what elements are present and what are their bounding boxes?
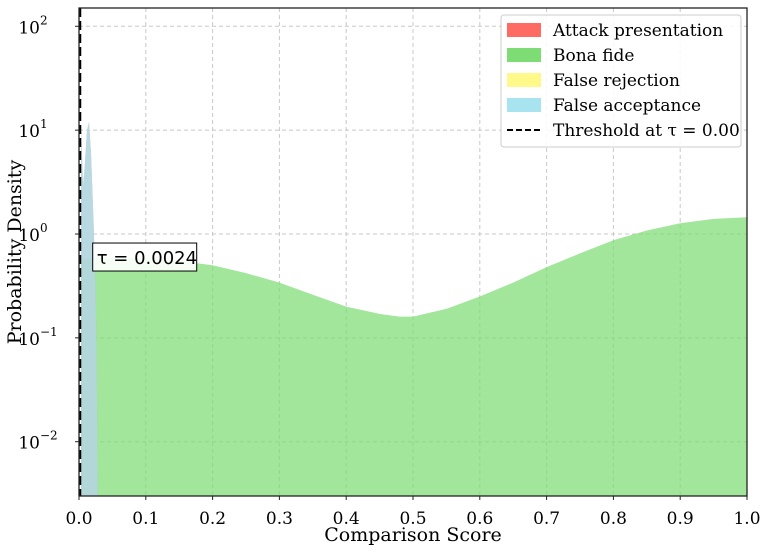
- x-tick-label: 0.6: [466, 509, 493, 529]
- tau-annotation: τ = 0.0024: [92, 242, 198, 272]
- x-tick-label: 0.3: [266, 509, 293, 529]
- legend-label: Attack presentation: [552, 21, 723, 41]
- y-tick-base: 10: [18, 226, 40, 246]
- y-tick-base: 10: [18, 434, 40, 454]
- legend-label: Bona fide: [553, 46, 635, 66]
- x-tick-label: 0.2: [199, 509, 226, 529]
- x-axis-title: Comparison Score: [324, 524, 502, 546]
- y-tick-base: 10: [18, 330, 40, 350]
- tau-annotation-text: τ = 0.0024: [97, 248, 197, 269]
- x-axis-ticks: 0.0 0.1 0.2 0.3 0.4 0.5 0.6 0.7 0.8 0.9 1.0: [65, 496, 761, 529]
- legend-swatch-attack: [507, 23, 541, 37]
- y-axis-title: Probability Density: [4, 159, 26, 344]
- y-tick-exponent: −2: [40, 429, 58, 443]
- legend-label: False acceptance: [553, 96, 701, 116]
- series-area-bona-fide: [79, 217, 747, 497]
- y-tick-exponent: 2: [40, 13, 48, 27]
- x-tick-label: 1.0: [733, 509, 760, 529]
- tau-annotation-box: [92, 242, 198, 272]
- y-tick-exponent: −1: [40, 325, 58, 339]
- legend: Attack presentation Bona fide False reject…: [500, 14, 742, 148]
- legend-label: Threshold at τ = 0.00: [553, 121, 740, 141]
- x-tick-label: 0.8: [600, 509, 627, 529]
- y-tick-exponent: 1: [40, 117, 48, 131]
- legend-swatch-false-rejection: [507, 73, 541, 87]
- x-tick-label: 0.1: [132, 509, 159, 529]
- x-tick-label: 0.7: [533, 509, 560, 529]
- y-tick-exponent: 0: [40, 221, 48, 235]
- legend-box: [500, 14, 742, 148]
- y-tick-base: 10: [18, 18, 40, 38]
- legend-swatch-bona-fide: [507, 48, 541, 62]
- y-tick-base: 10: [18, 122, 40, 142]
- series-areas: [79, 98, 747, 497]
- series-area-false-acceptance: [79, 98, 98, 496]
- legend-label: False rejection: [553, 71, 680, 91]
- x-tick-label: 0.5: [399, 509, 426, 529]
- x-tick-label: 0.9: [667, 509, 694, 529]
- x-tick-label: 0.4: [333, 509, 360, 529]
- x-tick-label: 0.0: [65, 509, 92, 529]
- legend-swatch-false-acceptance: [507, 98, 541, 112]
